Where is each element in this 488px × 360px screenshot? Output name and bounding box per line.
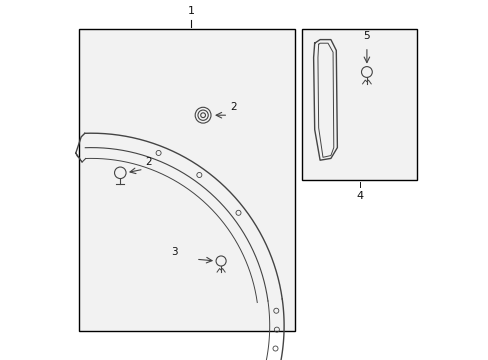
Text: 1: 1 bbox=[187, 6, 194, 16]
Bar bbox=[79, 29, 294, 331]
Text: 3: 3 bbox=[170, 247, 177, 257]
Text: 2: 2 bbox=[145, 157, 152, 167]
Text: 4: 4 bbox=[355, 191, 363, 201]
Bar bbox=[302, 29, 416, 180]
Text: 5: 5 bbox=[363, 31, 369, 41]
Text: 2: 2 bbox=[230, 102, 236, 112]
